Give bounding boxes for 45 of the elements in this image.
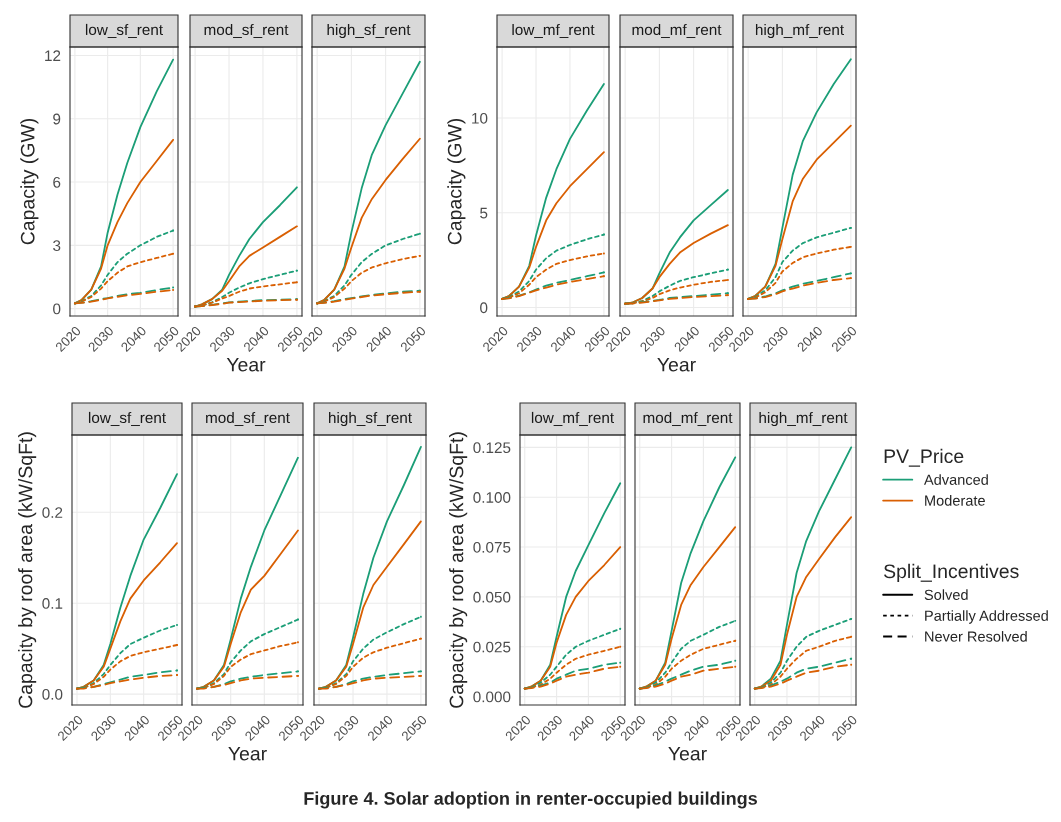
legend-label: Solved (924, 589, 968, 600)
y-tick-label: 0.025 (473, 641, 511, 653)
y-tick-label: 0.0 (42, 688, 63, 700)
y-tick-label: 0.125 (473, 442, 511, 454)
y-tick-label: 9 (53, 113, 61, 125)
legend-label: Partially Addressed (925, 610, 1048, 624)
y-tick-label: 6 (53, 176, 61, 188)
chart-title: low_mf_rent (531, 411, 614, 426)
y-tick-label: 0 (53, 303, 61, 315)
chart-title: low_sf_rent (85, 23, 163, 38)
y-tick-label: 5 (480, 207, 488, 219)
legend-label: Moderate (925, 495, 985, 506)
chart-title: low_sf_rent (88, 411, 166, 426)
y-axis-title: Capacity (GW) (20, 118, 39, 245)
chart-title: low_mf_rent (512, 23, 595, 38)
chart-title: mod_sf_rent (204, 23, 289, 38)
y-tick-label: 12 (45, 50, 61, 61)
y-tick-label: 0.000 (473, 691, 511, 703)
legend-label: Advanced (923, 474, 988, 485)
chart-title: high_sf_rent (327, 23, 411, 39)
y-tick-label: 0.050 (473, 591, 511, 603)
legend-title: PV_Price (884, 448, 964, 467)
y-tick-label: 0.1 (42, 598, 63, 609)
text: Figure 4. Solar adoption in renter-occupied buildings (304, 791, 757, 809)
x-axis-title: Year (657, 357, 696, 372)
chart-title: high_mf_rent (759, 411, 848, 427)
chart-title: mod_sf_rent (206, 411, 290, 426)
y-tick-label: 3 (53, 240, 61, 252)
y-axis-title: Capacity (GW) (447, 118, 466, 245)
x-axis-title: Year (226, 357, 266, 372)
chart-title: high_sf_rent (329, 411, 412, 427)
y-tick-label: 0.075 (473, 541, 511, 553)
x-axis-title: Year (668, 746, 707, 761)
y-tick-label: 0 (480, 302, 488, 314)
y-tick-label: 0.2 (42, 507, 63, 518)
y-tick-label: 0.100 (473, 492, 511, 503)
y-tick-label: 10 (472, 112, 488, 124)
legend-title: Split_Incentives (884, 563, 1019, 582)
chart-title: mod_mf_rent (643, 411, 733, 426)
legend-label: Never Resolved (925, 631, 1027, 642)
y-axis-title: Capacity by roof area (kW/SqFt) (449, 432, 468, 708)
y-axis-title: Capacity by roof area (kW/SqFt) (18, 432, 37, 708)
chart-title: high_mf_rent (755, 23, 844, 39)
x-axis-title: Year (228, 746, 267, 761)
chart-title: mod_mf_rent (632, 23, 722, 38)
